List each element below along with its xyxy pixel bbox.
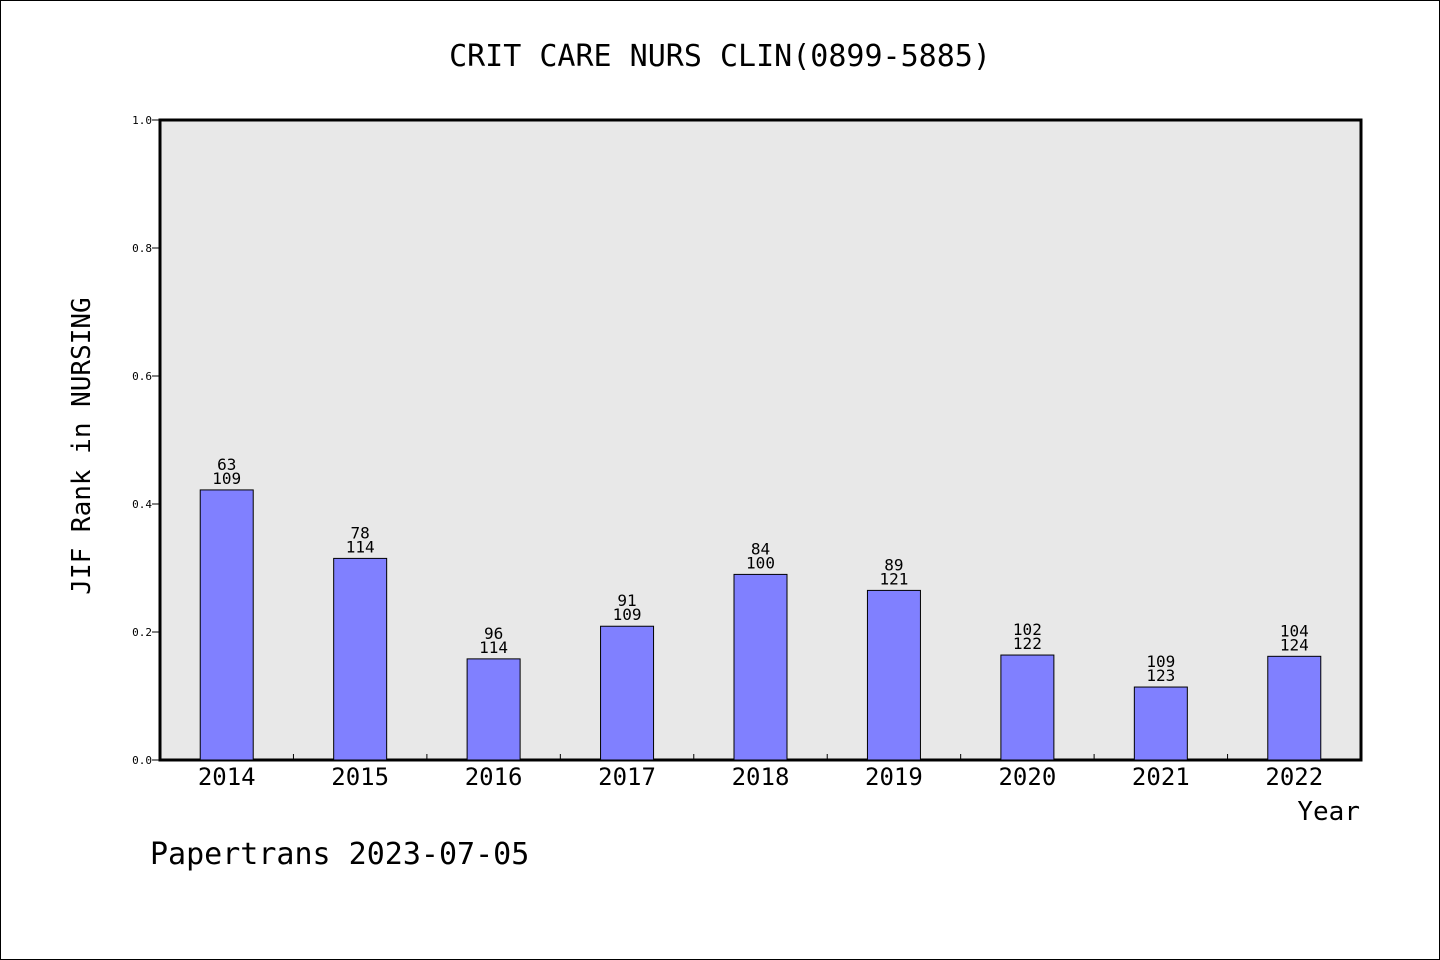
bar-total-label: 124 [1280, 635, 1309, 654]
bar-2014 [199, 489, 254, 761]
footer-watermark: Papertrans 2023-07-05 [150, 837, 529, 872]
bar-total-label: 123 [1146, 666, 1175, 685]
y-tick-label: 0.8 [132, 242, 152, 255]
x-tick-label: 2021 [1132, 763, 1190, 791]
bar-2018 [733, 573, 788, 761]
x-tick-label: 2019 [865, 763, 923, 791]
bar-total-label: 114 [479, 638, 508, 657]
y-tick-label: 0.4 [132, 498, 152, 511]
bar-rank-label: 102 [1013, 620, 1042, 639]
bar-rank-label: 89 [884, 555, 903, 574]
y-tick-label: 0.6 [132, 370, 152, 383]
bar-2015 [333, 557, 388, 761]
bar-2016 [466, 658, 521, 761]
x-tick-label: 2015 [331, 763, 389, 791]
bar-2022 [1267, 655, 1322, 761]
bar-rank-label: 63 [217, 455, 236, 474]
bar-rank-label: 104 [1280, 621, 1309, 640]
y-tick-label: 0.0 [132, 754, 152, 767]
x-tick-label: 2014 [198, 763, 256, 791]
bar-total-label: 121 [879, 569, 908, 588]
bar-2017 [600, 625, 655, 761]
bar-total-label: 109 [613, 605, 642, 624]
bar-rank-label: 109 [1146, 652, 1175, 671]
x-axis: 2014 2015 2016 2017 2018 2019 2020 2021 2022 [198, 754, 1323, 791]
bar-rank-label: 84 [751, 539, 770, 558]
bar-rank-label: 96 [484, 624, 503, 643]
bar-total-label: 114 [346, 537, 375, 556]
x-axis-label: Year [1297, 797, 1360, 827]
bar-2019 [866, 589, 921, 761]
y-axis: 0.0 0.2 0.4 0.6 0.8 1.0 [132, 114, 160, 767]
x-tick-label: 2016 [465, 763, 523, 791]
y-tick-label: 1.0 [132, 114, 152, 127]
y-tick-label: 0.2 [132, 626, 152, 639]
bar-total-label: 122 [1013, 634, 1042, 653]
bar-2021 [1133, 686, 1188, 761]
x-tick-label: 2020 [998, 763, 1056, 791]
bar-rank-label: 78 [351, 523, 370, 542]
bar-rank-label: 91 [617, 591, 636, 610]
bar-total-label: 109 [212, 469, 241, 488]
x-tick-label: 2017 [598, 763, 656, 791]
x-tick-label: 2018 [732, 763, 790, 791]
bar-2020 [1000, 654, 1055, 761]
chart-title: CRIT CARE NURS CLIN(0899-5885) [449, 39, 991, 74]
y-axis-label: JIF Rank in NURSING [67, 297, 97, 594]
bar-total-label: 100 [746, 553, 775, 572]
x-tick-label: 2022 [1265, 763, 1323, 791]
